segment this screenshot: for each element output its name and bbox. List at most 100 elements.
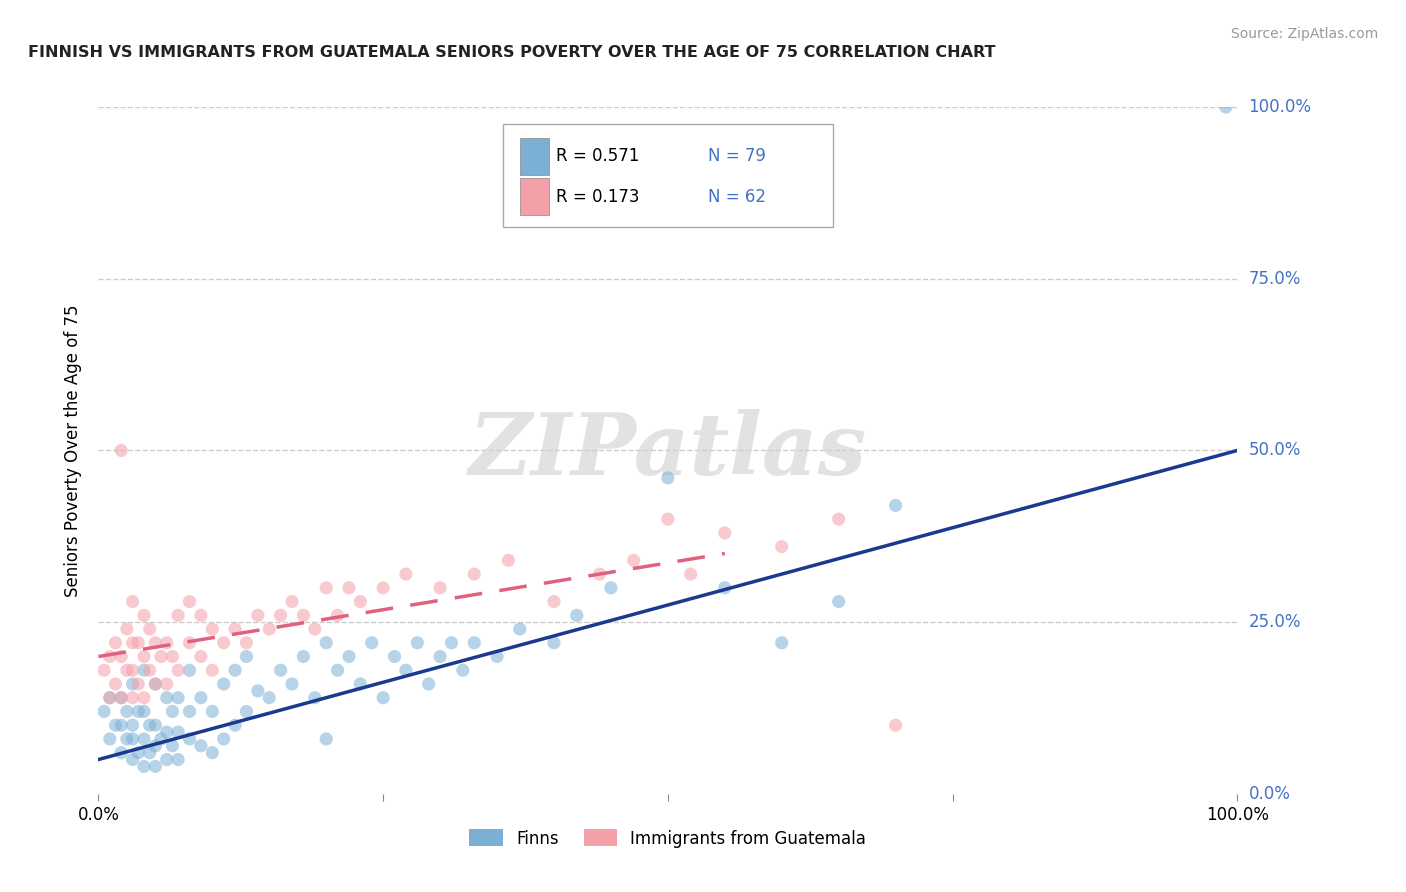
Point <box>138 663 160 677</box>
Point <box>121 690 143 705</box>
Point <box>121 594 143 608</box>
Point <box>588 567 610 582</box>
Point <box>98 731 121 746</box>
Point <box>115 705 138 719</box>
Point <box>110 746 132 760</box>
Point <box>406 636 429 650</box>
Point <box>337 649 360 664</box>
Point <box>121 677 143 691</box>
Point <box>246 608 269 623</box>
Point <box>395 663 418 677</box>
Point <box>110 649 132 664</box>
Point <box>349 677 371 691</box>
Point <box>884 499 907 513</box>
Point <box>167 725 190 739</box>
Point <box>167 690 190 705</box>
Text: N = 79: N = 79 <box>707 147 766 166</box>
Point <box>121 636 143 650</box>
Point <box>115 622 138 636</box>
Point <box>326 608 349 623</box>
Point <box>110 690 132 705</box>
Point <box>384 649 406 664</box>
Point <box>212 636 235 650</box>
Point <box>167 753 190 767</box>
Point <box>304 690 326 705</box>
Point <box>212 677 235 691</box>
Point <box>451 663 474 677</box>
Point <box>326 663 349 677</box>
Text: 75.0%: 75.0% <box>1249 269 1301 288</box>
Point <box>156 636 179 650</box>
Point <box>93 705 115 719</box>
Point <box>132 663 155 677</box>
Text: R = 0.571: R = 0.571 <box>557 147 640 166</box>
Point <box>600 581 623 595</box>
Point <box>657 512 679 526</box>
Point <box>259 690 281 705</box>
Point <box>162 649 184 664</box>
Text: FINNISH VS IMMIGRANTS FROM GUATEMALA SENIORS POVERTY OVER THE AGE OF 75 CORRELAT: FINNISH VS IMMIGRANTS FROM GUATEMALA SEN… <box>28 45 995 60</box>
Point <box>543 636 565 650</box>
Point <box>132 731 155 746</box>
Point <box>145 636 167 650</box>
Point <box>145 677 167 691</box>
FancyBboxPatch shape <box>520 178 550 216</box>
Point <box>212 731 235 746</box>
Point <box>167 608 190 623</box>
Point <box>127 746 149 760</box>
Point <box>145 739 167 753</box>
Legend: Finns, Immigrants from Guatemala: Finns, Immigrants from Guatemala <box>463 822 873 855</box>
Point <box>98 649 121 664</box>
Point <box>1215 100 1237 114</box>
Point <box>190 649 212 664</box>
Point <box>156 690 179 705</box>
Point <box>138 622 160 636</box>
Point <box>235 705 257 719</box>
Point <box>224 663 246 677</box>
Point <box>115 731 138 746</box>
Point <box>190 739 212 753</box>
Point <box>98 690 121 705</box>
Point <box>395 567 418 582</box>
Point <box>292 649 315 664</box>
FancyBboxPatch shape <box>520 138 550 175</box>
Point <box>110 690 132 705</box>
Point <box>121 718 143 732</box>
Point <box>179 705 201 719</box>
Point <box>145 677 167 691</box>
Point <box>150 731 173 746</box>
Point <box>429 649 451 664</box>
Point <box>270 608 292 623</box>
Point <box>623 553 645 567</box>
Point <box>463 567 485 582</box>
Point <box>440 636 463 650</box>
Text: R = 0.173: R = 0.173 <box>557 188 640 206</box>
Point <box>828 594 851 608</box>
Point <box>167 663 190 677</box>
Point <box>828 512 851 526</box>
Point <box>132 608 155 623</box>
Point <box>235 649 257 664</box>
Point <box>371 690 394 705</box>
Point <box>179 594 201 608</box>
Point <box>110 718 132 732</box>
Point <box>121 753 143 767</box>
Point <box>132 759 155 773</box>
Point <box>98 690 121 705</box>
Point <box>138 718 160 732</box>
Point <box>156 725 179 739</box>
Point <box>201 746 224 760</box>
Point <box>132 649 155 664</box>
Point <box>201 663 224 677</box>
Point <box>498 553 520 567</box>
Point <box>156 753 179 767</box>
Point <box>281 594 304 608</box>
Point <box>104 718 127 732</box>
Point <box>224 718 246 732</box>
Point <box>162 705 184 719</box>
Point <box>463 636 485 650</box>
Point <box>190 608 212 623</box>
Point <box>179 731 201 746</box>
Point <box>486 649 509 664</box>
Text: ZIPatlas: ZIPatlas <box>468 409 868 492</box>
